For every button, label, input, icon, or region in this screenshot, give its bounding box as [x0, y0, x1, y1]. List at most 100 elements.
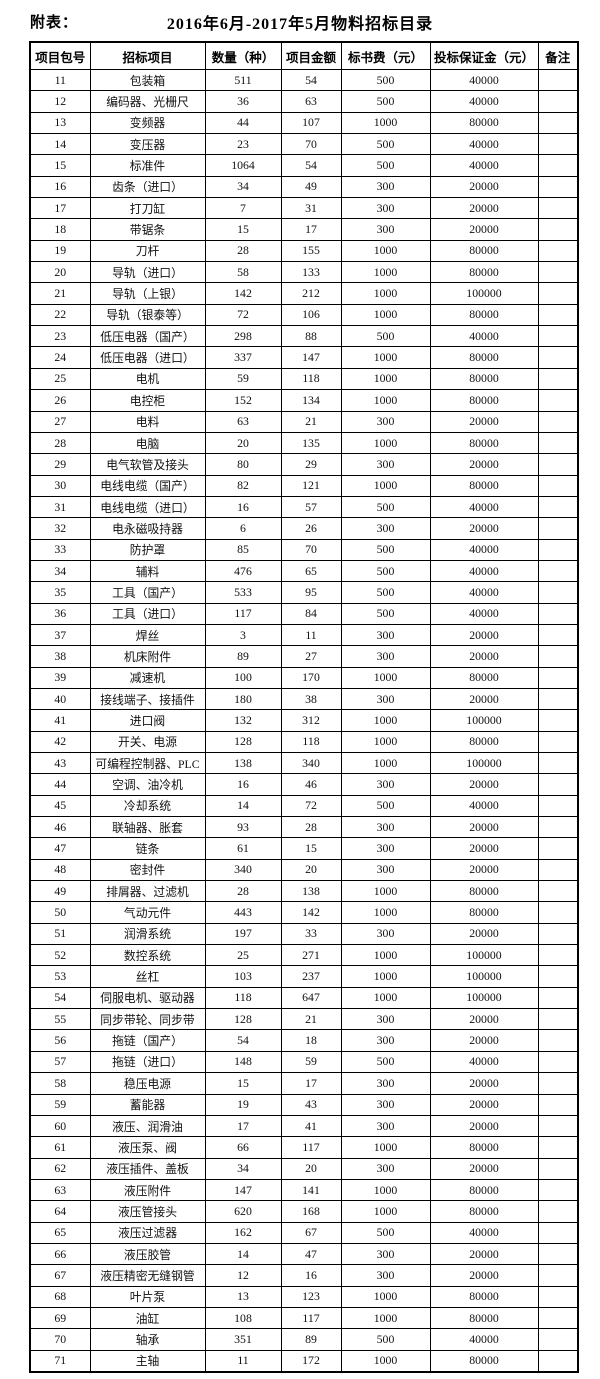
bid-item-cell: 防护罩	[89, 538, 206, 561]
table-row: 51 润滑系统 197 33 300 20000	[29, 922, 579, 946]
deposit-cell: 80000	[429, 1306, 539, 1330]
bid-item-cell: 油缸	[89, 1306, 206, 1330]
package-no-cell: 51	[29, 922, 91, 946]
quantity-cell: 17	[204, 1114, 282, 1138]
remark-cell	[537, 901, 579, 924]
deposit-cell: 100000	[429, 986, 539, 1010]
package-no-cell: 11	[29, 68, 91, 92]
bid-item-cell: 电线电缆（国产）	[89, 474, 206, 497]
tender-fee-cell: 300	[340, 837, 431, 860]
package-no-cell: 42	[29, 730, 91, 754]
remark-cell	[537, 559, 579, 583]
tender-fee-cell: 500	[340, 794, 431, 818]
tender-fee-cell: 300	[340, 1008, 431, 1031]
table-row: 45 冷却系统 14 72 500 40000	[29, 794, 579, 818]
tender-fee-cell: 1000	[340, 730, 431, 754]
quantity-cell: 85	[204, 538, 282, 561]
tender-fee-cell: 300	[340, 816, 431, 839]
page-title: 2016年6月-2017年5月物料招标目录	[166, 16, 434, 33]
amount-cell: 212	[280, 282, 342, 305]
deposit-cell: 20000	[429, 1114, 539, 1138]
deposit-cell: 80000	[429, 431, 539, 455]
quantity-cell: 19	[204, 1093, 282, 1116]
table-row: 31 电线电缆（进口） 16 57 500 40000	[29, 495, 579, 519]
deposit-cell: 20000	[429, 623, 539, 647]
amount-cell: 155	[280, 239, 342, 263]
amount-cell: 28	[280, 816, 342, 839]
remark-cell	[537, 389, 579, 412]
remark-cell	[537, 666, 579, 689]
quantity-cell: 23	[204, 133, 282, 156]
package-no-cell: 54	[29, 986, 91, 1010]
remark-cell	[537, 1093, 579, 1116]
deposit-cell: 80000	[429, 474, 539, 497]
remark-cell	[537, 1242, 579, 1266]
tender-fee-cell: 1000	[340, 880, 431, 903]
quantity-cell: 103	[204, 965, 282, 988]
remark-cell	[537, 1008, 579, 1031]
remark-cell	[537, 495, 579, 519]
bid-item-cell: 减速机	[89, 666, 206, 689]
col-header-remark: 备注	[537, 41, 579, 70]
bid-item-cell: 蓄能器	[89, 1093, 206, 1116]
remark-cell	[537, 730, 579, 754]
bid-item-cell: 密封件	[89, 858, 206, 882]
package-no-cell: 33	[29, 538, 91, 561]
amount-cell: 33	[280, 922, 342, 946]
quantity-cell: 128	[204, 730, 282, 754]
deposit-cell: 40000	[429, 1221, 539, 1244]
table-row: 69 油缸 108 117 1000 80000	[29, 1306, 579, 1330]
package-no-cell: 29	[29, 453, 91, 476]
package-no-cell: 52	[29, 944, 91, 967]
table-row: 21 导轨（上银） 142 212 1000 100000	[29, 282, 579, 305]
remark-cell	[537, 431, 579, 455]
table-row: 61 液压泵、阀 66 117 1000 80000	[29, 1136, 579, 1159]
bid-item-cell: 可编程控制器、PLC	[89, 751, 206, 775]
quantity-cell: 108	[204, 1306, 282, 1330]
table-row: 28 电脑 20 135 1000 80000	[29, 431, 579, 455]
package-no-cell: 70	[29, 1328, 91, 1351]
quantity-cell: 117	[204, 602, 282, 625]
bid-item-cell: 排屑器、过滤机	[89, 880, 206, 903]
amount-cell: 54	[280, 154, 342, 177]
tender-fee-cell: 300	[340, 858, 431, 882]
tender-fee-cell: 1000	[340, 1136, 431, 1159]
amount-cell: 47	[280, 1242, 342, 1266]
tender-fee-cell: 300	[340, 1157, 431, 1180]
remark-cell	[537, 1264, 579, 1287]
bid-item-cell: 导轨（进口）	[89, 261, 206, 284]
quantity-cell: 533	[204, 581, 282, 604]
deposit-cell: 20000	[429, 773, 539, 796]
bid-item-cell: 液压泵、阀	[89, 1136, 206, 1159]
tender-fee-cell: 1000	[340, 901, 431, 924]
amount-cell: 123	[280, 1285, 342, 1308]
package-no-cell: 64	[29, 1200, 91, 1223]
quantity-cell: 197	[204, 922, 282, 946]
amount-cell: 135	[280, 431, 342, 455]
table-row: 53 丝杠 103 237 1000 100000	[29, 965, 579, 988]
quantity-cell: 12	[204, 1264, 282, 1287]
package-no-cell: 23	[29, 325, 91, 348]
amount-cell: 170	[280, 666, 342, 689]
quantity-cell: 6	[204, 517, 282, 540]
amount-cell: 59	[280, 1050, 342, 1074]
amount-cell: 117	[280, 1136, 342, 1159]
table-row: 20 导轨（进口） 58 133 1000 80000	[29, 261, 579, 284]
quantity-cell: 132	[204, 709, 282, 732]
quantity-cell: 340	[204, 858, 282, 882]
table-row: 48 密封件 340 20 300 20000	[29, 858, 579, 882]
package-no-cell: 68	[29, 1285, 91, 1308]
amount-cell: 141	[280, 1178, 342, 1202]
amount-cell: 134	[280, 389, 342, 412]
tender-fee-cell: 1000	[340, 282, 431, 305]
table-row: 38 机床附件 89 27 300 20000	[29, 645, 579, 668]
col-header-quantity: 数量（种）	[204, 41, 282, 70]
quantity-cell: 61	[204, 837, 282, 860]
quantity-cell: 63	[204, 410, 282, 433]
remark-cell	[537, 474, 579, 497]
quantity-cell: 28	[204, 239, 282, 263]
amount-cell: 312	[280, 709, 342, 732]
amount-cell: 84	[280, 602, 342, 625]
package-no-cell: 56	[29, 1029, 91, 1052]
bid-item-cell: 低压电器（进口）	[89, 346, 206, 369]
